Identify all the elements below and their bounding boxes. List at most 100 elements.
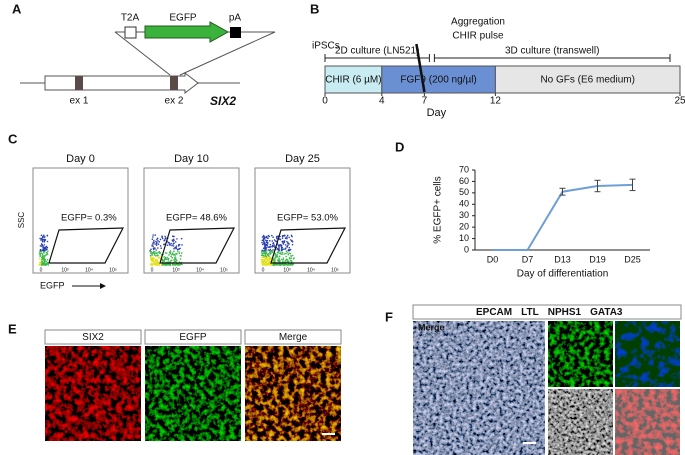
event-dot <box>157 239 159 242</box>
panel-label: C <box>8 131 18 146</box>
event-dot <box>46 261 49 264</box>
tick-label: 10⁴ <box>307 267 315 273</box>
event-dot <box>167 263 169 266</box>
event-dot <box>155 242 158 245</box>
event-dot <box>176 264 179 266</box>
event-dot <box>43 234 45 237</box>
gate <box>159 227 235 264</box>
event-dot <box>164 258 166 261</box>
event-dot <box>263 260 266 262</box>
event-dot <box>276 237 278 240</box>
event-dot <box>166 256 169 259</box>
event-dot <box>286 237 288 240</box>
event-dot <box>43 264 45 266</box>
event-dot <box>282 258 285 261</box>
event-dot <box>286 251 288 254</box>
event-dot <box>283 248 285 250</box>
plot-title: Day 25 <box>285 153 320 165</box>
event-dot <box>171 264 174 266</box>
event-dot <box>153 257 155 259</box>
tick-label: 25 <box>674 96 685 107</box>
culture-label: 2D culture (LN521) <box>335 46 419 57</box>
pa-label: pA <box>229 13 242 24</box>
event-dot <box>168 242 171 244</box>
event-dot <box>153 239 155 242</box>
event-dot <box>168 243 171 246</box>
event-dot <box>42 251 45 253</box>
tick-label: 0 <box>262 267 265 273</box>
event-dot <box>40 264 43 266</box>
gene-name: SIX2 <box>210 94 236 108</box>
event-dot <box>154 262 157 265</box>
event-dot <box>176 238 178 240</box>
event-dot <box>173 263 175 266</box>
stage-label: No GFs (E6 medium) <box>540 75 634 86</box>
t2a-label: T2A <box>121 13 140 24</box>
event-dot <box>152 260 154 263</box>
event-dot <box>39 248 42 251</box>
event-dot <box>271 244 274 247</box>
event-dot <box>46 234 49 237</box>
event-dot <box>154 259 156 261</box>
event-dot <box>149 250 151 253</box>
event-dot <box>41 261 43 263</box>
event-dot <box>288 249 291 252</box>
tick-label: 0 <box>40 267 43 273</box>
event-dot <box>291 239 293 242</box>
label-box <box>44 329 142 345</box>
event-dot <box>260 254 263 256</box>
event-dot <box>154 234 157 236</box>
axis-label: Day <box>427 107 447 119</box>
event-dot <box>265 251 268 253</box>
event-dot <box>262 254 265 257</box>
event-dot <box>171 256 174 259</box>
micrograph <box>145 346 241 441</box>
y-axis-label: SSC <box>17 212 26 229</box>
event-dot <box>179 258 182 260</box>
event-dot <box>277 244 280 247</box>
event-dot <box>38 264 41 266</box>
event-dot <box>287 259 289 261</box>
event-dot <box>156 254 159 257</box>
egfp-arrow <box>144 21 230 43</box>
event-dot <box>261 236 264 238</box>
event-dot <box>43 254 45 257</box>
event-dot <box>151 238 154 240</box>
label-box <box>412 304 682 320</box>
event-dot <box>274 263 277 266</box>
event-dot <box>265 249 267 251</box>
event-dot <box>174 256 176 259</box>
event-dot <box>287 244 289 247</box>
event-dot <box>283 240 286 242</box>
event-dot <box>267 258 270 260</box>
event-dot <box>265 236 268 239</box>
event-dot <box>158 251 160 253</box>
event-dot <box>260 260 263 263</box>
event-dot <box>265 264 267 266</box>
event-dot <box>173 259 175 261</box>
event-dot <box>172 253 175 256</box>
event-dot <box>278 255 281 258</box>
event-dot <box>46 258 49 261</box>
event-dot <box>288 243 290 245</box>
event-dot <box>279 252 282 255</box>
event-dot <box>150 248 152 251</box>
event-dot <box>38 257 41 260</box>
event-dot <box>41 258 44 261</box>
event-dot <box>39 255 42 257</box>
event-dot <box>163 256 165 258</box>
event-dot <box>155 240 157 243</box>
event-dot <box>151 244 153 247</box>
event-dot <box>268 252 270 255</box>
event-dot <box>287 253 290 256</box>
event-dot <box>288 252 290 254</box>
event-dot <box>173 248 175 250</box>
event-dot <box>283 241 286 244</box>
event-dot <box>42 244 44 247</box>
event-dot <box>181 244 183 246</box>
event-dot <box>172 238 175 241</box>
event-dot <box>272 236 274 238</box>
event-dot <box>270 252 272 254</box>
event-dot <box>178 247 181 250</box>
